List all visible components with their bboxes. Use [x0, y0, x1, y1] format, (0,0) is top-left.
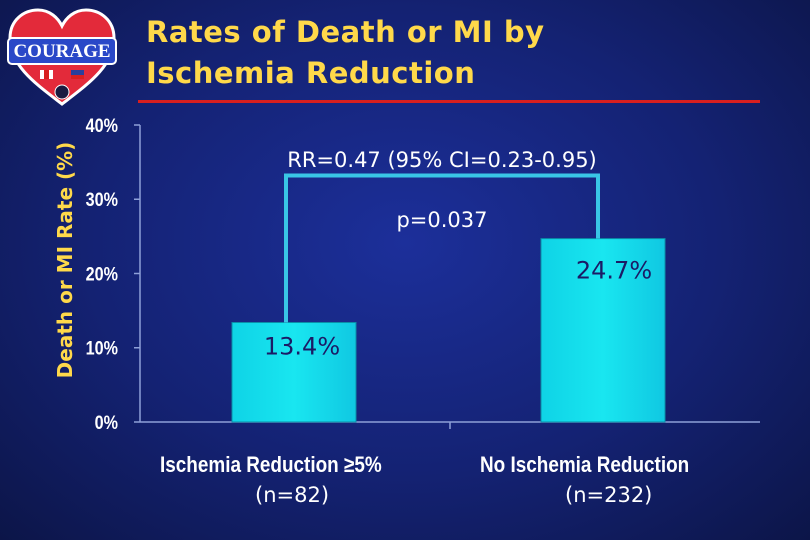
category-label-0: Ischemia Reduction ≥5% [160, 452, 382, 477]
bar-1 [540, 238, 666, 423]
data-label-1: 24.7% [576, 257, 652, 285]
y-tick-label-4: 40% [86, 115, 119, 137]
y-tick-label-2: 20% [86, 263, 119, 285]
data-label-0: 13.4% [264, 333, 340, 361]
n-label-1: (n=232) [565, 483, 653, 507]
y-tick-label-3: 30% [86, 189, 119, 211]
title-divider [138, 100, 760, 103]
logo-text: COURAGE [13, 41, 110, 62]
y-tick-label-1: 10% [86, 338, 119, 360]
relative-risk-annotation: RR=0.47 (95% CI=0.23-0.95) p=0.037 [287, 148, 597, 232]
y-tick-label-0: 0% [95, 412, 119, 434]
significance-bracket [284, 173, 600, 323]
slide-title-line1: Rates of Death or MI by [146, 15, 545, 49]
category-label-1: No Ischemia Reduction [480, 452, 690, 477]
slide-title-line2: Ischemia Reduction [146, 56, 476, 90]
courage-heart-logo: COURAGE [7, 8, 117, 106]
slide-title: Rates of Death or MI by Ischemia Reducti… [146, 12, 545, 94]
n-label-0: (n=82) [255, 483, 330, 507]
bar-0 [231, 322, 357, 423]
